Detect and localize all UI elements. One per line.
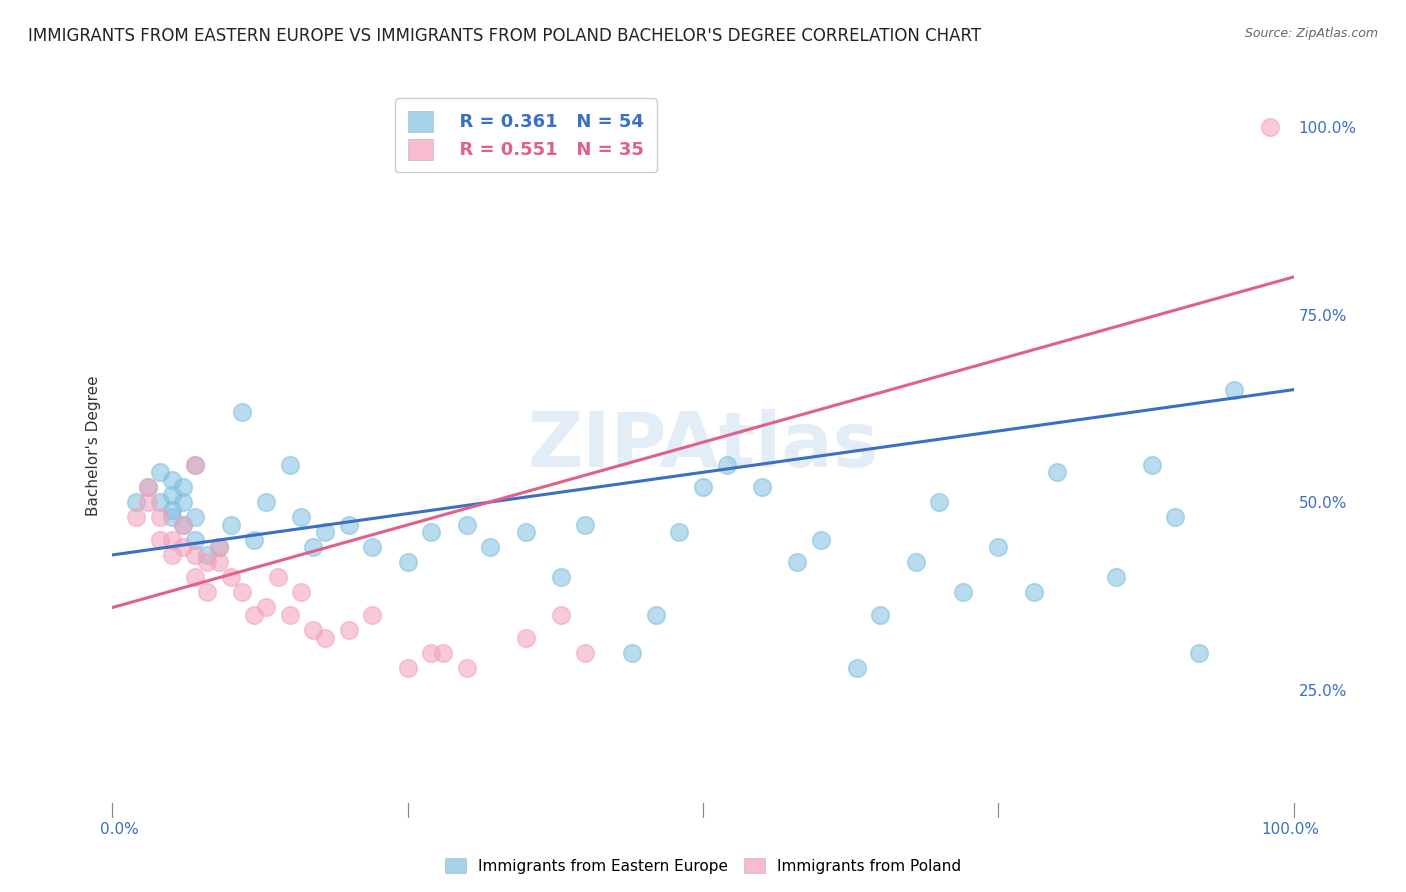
- Point: [1046, 465, 1069, 479]
- Point: [1258, 120, 1281, 134]
- Point: [314, 631, 336, 645]
- Point: [420, 646, 443, 660]
- Point: [136, 495, 159, 509]
- Point: [1105, 570, 1128, 584]
- Point: [125, 495, 148, 509]
- Point: [184, 548, 207, 562]
- Point: [149, 465, 172, 479]
- Point: [195, 556, 218, 570]
- Legend:   R = 0.361   N = 54,   R = 0.551   N = 35: R = 0.361 N = 54, R = 0.551 N = 35: [395, 98, 657, 172]
- Point: [456, 660, 478, 674]
- Point: [172, 480, 194, 494]
- Point: [952, 585, 974, 599]
- Point: [149, 533, 172, 547]
- Point: [184, 510, 207, 524]
- Point: [184, 570, 207, 584]
- Point: [172, 517, 194, 532]
- Point: [243, 533, 266, 547]
- Point: [810, 533, 832, 547]
- Point: [314, 525, 336, 540]
- Point: [574, 646, 596, 660]
- Point: [302, 623, 325, 637]
- Point: [290, 585, 312, 599]
- Point: [432, 646, 454, 660]
- Point: [160, 473, 183, 487]
- Point: [396, 556, 419, 570]
- Point: [574, 517, 596, 532]
- Point: [231, 405, 253, 419]
- Point: [219, 570, 242, 584]
- Point: [149, 495, 172, 509]
- Point: [160, 510, 183, 524]
- Text: 100.0%: 100.0%: [1261, 822, 1320, 837]
- Point: [243, 607, 266, 622]
- Point: [172, 541, 194, 555]
- Point: [184, 533, 207, 547]
- Point: [160, 503, 183, 517]
- Point: [786, 556, 808, 570]
- Point: [716, 458, 738, 472]
- Point: [396, 660, 419, 674]
- Point: [337, 623, 360, 637]
- Text: Source: ZipAtlas.com: Source: ZipAtlas.com: [1244, 27, 1378, 40]
- Point: [361, 541, 384, 555]
- Point: [254, 495, 277, 509]
- Point: [1140, 458, 1163, 472]
- Point: [515, 525, 537, 540]
- Point: [184, 458, 207, 472]
- Point: [278, 458, 301, 472]
- Text: 0.0%: 0.0%: [100, 822, 139, 837]
- Point: [515, 631, 537, 645]
- Point: [361, 607, 384, 622]
- Point: [845, 660, 868, 674]
- Point: [231, 585, 253, 599]
- Point: [136, 480, 159, 494]
- Point: [456, 517, 478, 532]
- Point: [302, 541, 325, 555]
- Point: [668, 525, 690, 540]
- Point: [337, 517, 360, 532]
- Point: [184, 458, 207, 472]
- Point: [208, 541, 231, 555]
- Point: [420, 525, 443, 540]
- Point: [1188, 646, 1211, 660]
- Point: [208, 556, 231, 570]
- Point: [125, 510, 148, 524]
- Point: [869, 607, 891, 622]
- Y-axis label: Bachelor's Degree: Bachelor's Degree: [86, 376, 101, 516]
- Point: [928, 495, 950, 509]
- Text: IMMIGRANTS FROM EASTERN EUROPE VS IMMIGRANTS FROM POLAND BACHELOR'S DEGREE CORRE: IMMIGRANTS FROM EASTERN EUROPE VS IMMIGR…: [28, 27, 981, 45]
- Text: ZIPAtlas: ZIPAtlas: [527, 409, 879, 483]
- Point: [644, 607, 666, 622]
- Point: [160, 488, 183, 502]
- Point: [254, 600, 277, 615]
- Point: [692, 480, 714, 494]
- Point: [278, 607, 301, 622]
- Point: [160, 548, 183, 562]
- Point: [172, 517, 194, 532]
- Point: [267, 570, 290, 584]
- Legend: Immigrants from Eastern Europe, Immigrants from Poland: Immigrants from Eastern Europe, Immigran…: [439, 852, 967, 880]
- Point: [195, 548, 218, 562]
- Point: [751, 480, 773, 494]
- Point: [149, 510, 172, 524]
- Point: [1223, 383, 1246, 397]
- Point: [219, 517, 242, 532]
- Point: [1022, 585, 1045, 599]
- Point: [195, 585, 218, 599]
- Point: [136, 480, 159, 494]
- Point: [550, 607, 572, 622]
- Point: [550, 570, 572, 584]
- Point: [172, 495, 194, 509]
- Point: [290, 510, 312, 524]
- Point: [208, 541, 231, 555]
- Point: [904, 556, 927, 570]
- Point: [160, 533, 183, 547]
- Point: [1164, 510, 1187, 524]
- Point: [479, 541, 502, 555]
- Point: [621, 646, 644, 660]
- Point: [987, 541, 1010, 555]
